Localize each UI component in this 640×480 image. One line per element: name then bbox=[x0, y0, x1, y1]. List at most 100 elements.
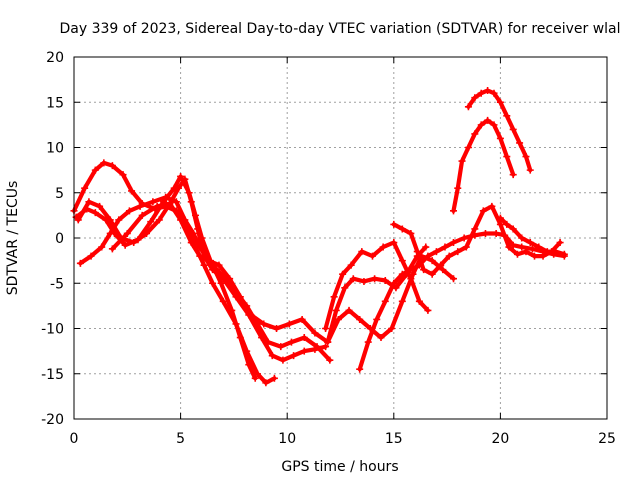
data-point bbox=[334, 315, 342, 323]
data-point bbox=[347, 261, 355, 269]
x-tick-label: 15 bbox=[385, 431, 403, 447]
data-point bbox=[488, 202, 496, 210]
data-point bbox=[535, 243, 543, 251]
grid bbox=[74, 57, 607, 419]
series-line bbox=[323, 240, 430, 331]
data-point bbox=[513, 250, 521, 258]
y-tick-label: 20 bbox=[46, 50, 64, 66]
data-point bbox=[213, 266, 221, 274]
data-point bbox=[172, 198, 180, 206]
data-point bbox=[481, 229, 489, 237]
series-arc-12 bbox=[464, 86, 534, 174]
data-point bbox=[209, 279, 217, 287]
data-point bbox=[356, 315, 364, 323]
y-tick-label: 0 bbox=[55, 231, 64, 247]
data-point bbox=[437, 261, 445, 269]
data-point bbox=[247, 311, 255, 319]
data-point bbox=[439, 266, 447, 274]
data-point bbox=[149, 198, 157, 206]
data-point bbox=[471, 225, 479, 233]
y-axis-label: SDTVAR / TECUs bbox=[5, 181, 21, 296]
data-point bbox=[85, 198, 93, 206]
data-point bbox=[503, 153, 511, 161]
data-point bbox=[76, 259, 84, 267]
data-point bbox=[398, 270, 406, 278]
data-point bbox=[424, 252, 432, 260]
data-point bbox=[449, 207, 457, 215]
data-point bbox=[496, 98, 504, 106]
data-point bbox=[226, 275, 234, 283]
data-point bbox=[200, 261, 208, 269]
x-tick-label: 0 bbox=[70, 431, 79, 447]
data-point bbox=[509, 225, 517, 233]
data-point bbox=[142, 229, 150, 237]
data-point bbox=[381, 277, 389, 285]
data-point bbox=[196, 243, 204, 251]
data-point bbox=[313, 343, 321, 351]
data-point bbox=[528, 245, 536, 253]
data-point bbox=[100, 159, 108, 167]
series-arc-4 bbox=[76, 193, 334, 364]
data-point bbox=[496, 220, 504, 228]
data-point bbox=[260, 320, 268, 328]
data-point bbox=[464, 144, 472, 151]
data-point bbox=[479, 207, 487, 215]
data-point bbox=[398, 225, 406, 233]
series-arc-7 bbox=[324, 243, 430, 346]
data-point bbox=[147, 218, 155, 226]
data-point bbox=[91, 166, 99, 174]
data-point bbox=[388, 325, 396, 332]
x-tick-label: 5 bbox=[176, 431, 185, 447]
data-point bbox=[264, 338, 272, 346]
series-line bbox=[78, 195, 332, 363]
data-point bbox=[87, 252, 95, 260]
data-point bbox=[477, 89, 485, 97]
data-point bbox=[390, 279, 398, 287]
data-point bbox=[177, 172, 185, 180]
data-point bbox=[496, 134, 504, 142]
data-point bbox=[509, 171, 517, 179]
data-point bbox=[138, 211, 146, 219]
data-point bbox=[298, 315, 306, 323]
data-point bbox=[441, 243, 449, 251]
y-tick-label: -15 bbox=[41, 367, 64, 383]
data-point bbox=[262, 379, 270, 387]
data-point bbox=[287, 338, 295, 346]
data-point bbox=[445, 252, 453, 260]
chart-title: Day 339 of 2023, Sidereal Day-to-day VTE… bbox=[59, 21, 620, 37]
data-point bbox=[539, 252, 547, 260]
data-point bbox=[360, 277, 368, 285]
data-point bbox=[115, 216, 123, 224]
data-point bbox=[119, 171, 127, 179]
ticks: 0 5 10 15 20 25 -20 -15 -10 -5 0 5 10 15 20 bbox=[41, 50, 616, 447]
data-point bbox=[245, 361, 253, 369]
data-point bbox=[177, 216, 185, 224]
data-point bbox=[358, 248, 366, 256]
series-arc-10 bbox=[496, 214, 568, 258]
data-point bbox=[108, 245, 116, 253]
data-point bbox=[377, 334, 385, 342]
data-point bbox=[196, 252, 204, 260]
data-point bbox=[326, 356, 334, 364]
data-point bbox=[162, 193, 170, 201]
data-point bbox=[526, 239, 534, 247]
data-point bbox=[322, 325, 330, 332]
data-point bbox=[477, 121, 485, 129]
data-point bbox=[518, 234, 526, 242]
data-point bbox=[556, 239, 564, 247]
data-point bbox=[449, 239, 457, 247]
data-point bbox=[552, 248, 560, 256]
data-point bbox=[290, 352, 298, 360]
data-point bbox=[130, 239, 138, 247]
data-point bbox=[322, 343, 330, 351]
data-point bbox=[277, 343, 285, 351]
x-tick-label: 20 bbox=[491, 431, 509, 447]
data-point bbox=[215, 261, 223, 269]
data-point bbox=[407, 266, 415, 274]
data-point bbox=[484, 116, 492, 124]
data-point bbox=[505, 243, 513, 251]
data-point bbox=[516, 139, 524, 147]
data-point bbox=[454, 184, 462, 192]
data-point bbox=[398, 297, 406, 305]
data-point bbox=[166, 200, 174, 208]
